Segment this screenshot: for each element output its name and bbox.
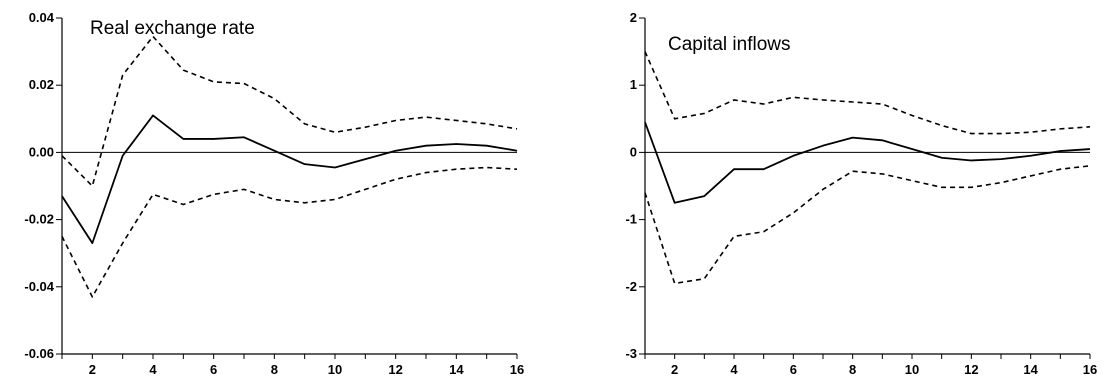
panel-real-exchange-rate: 0.04 0.02 0.00 -0.02 -0.04 -0.06 2 4 6 8 10 12 14 16 R…	[24, 10, 524, 377]
x-tick-label: 10	[328, 362, 342, 377]
y-tick-label: 1	[630, 77, 637, 92]
x-tick-label: 2	[89, 362, 96, 377]
series-response	[644, 121, 1091, 204]
x-tick-label: 10	[905, 362, 919, 377]
y-tick-label: -1	[625, 212, 637, 227]
x-tick-label: 6	[790, 362, 797, 377]
y-tick-label: 0.02	[29, 77, 54, 92]
x-tick-label: 2	[671, 362, 678, 377]
x-tick-label: 16	[1083, 362, 1097, 377]
y-tick-label: 0	[630, 144, 637, 159]
x-tick-label: 8	[849, 362, 856, 377]
series-upper-band	[61, 35, 518, 187]
y-tick-label: 0.00	[29, 144, 54, 159]
chart-title: Real exchange rate	[90, 18, 255, 39]
y-tick-label: -0.04	[24, 279, 54, 294]
x-tick-label: 6	[210, 362, 217, 377]
y-tick-label: 0.04	[29, 10, 55, 25]
x-tick-label: 12	[964, 362, 978, 377]
y-tick-label: 2	[630, 10, 637, 25]
series-response	[61, 114, 518, 245]
y-tick-label: -2	[625, 279, 637, 294]
x-tick-label: 4	[149, 362, 157, 377]
series-lower-band	[61, 166, 518, 298]
x-tick-label: 16	[510, 362, 524, 377]
y-tick-label: -3	[625, 346, 637, 361]
x-tick-label: 12	[388, 362, 402, 377]
x-tick-label: 4	[730, 362, 738, 377]
x-tick-label: 8	[271, 362, 278, 377]
chart-title: Capital inflows	[668, 34, 791, 55]
x-tick-label: 14	[1023, 362, 1038, 377]
x-tick-label: 14	[449, 362, 464, 377]
series-lower-band	[644, 165, 1091, 285]
series-upper-band	[644, 51, 1091, 135]
y-tick-label: -0.06	[24, 346, 54, 361]
y-tick-label: -0.02	[24, 212, 54, 227]
